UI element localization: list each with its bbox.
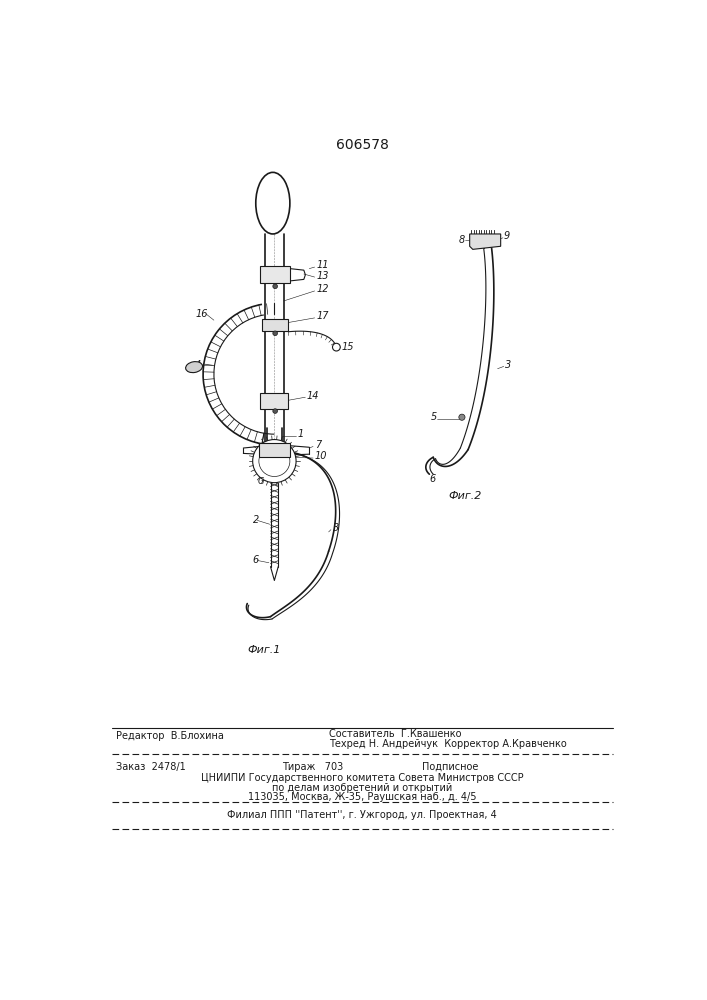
Text: 4: 4 bbox=[195, 360, 201, 370]
Text: G: G bbox=[257, 477, 264, 486]
Bar bbox=[259, 443, 290, 457]
Text: 14: 14 bbox=[307, 391, 320, 401]
Text: 1: 1 bbox=[298, 429, 304, 439]
Text: Фиг.1: Фиг.1 bbox=[247, 645, 281, 655]
Circle shape bbox=[259, 446, 290, 477]
Text: 16: 16 bbox=[195, 309, 208, 319]
Text: 2: 2 bbox=[252, 515, 259, 525]
Text: 13: 13 bbox=[317, 271, 329, 281]
Circle shape bbox=[273, 409, 277, 413]
Text: 3: 3 bbox=[506, 360, 512, 370]
Circle shape bbox=[332, 343, 340, 351]
Ellipse shape bbox=[186, 362, 202, 373]
Bar bbox=[262, 319, 288, 331]
Text: 7: 7 bbox=[315, 440, 321, 450]
Text: 15: 15 bbox=[341, 342, 354, 352]
Circle shape bbox=[252, 440, 296, 483]
Text: Редактор  В.Блохина: Редактор В.Блохина bbox=[115, 731, 223, 741]
Text: ЦНИИПИ Государственного комитета Совета Министров СССР: ЦНИИПИ Государственного комитета Совета … bbox=[201, 773, 523, 783]
Text: Заказ  2478/1: Заказ 2478/1 bbox=[115, 762, 185, 772]
Text: Составитель  Г.Квашенко: Составитель Г.Квашенко bbox=[329, 729, 461, 739]
Text: 9: 9 bbox=[504, 231, 510, 241]
Text: 8: 8 bbox=[459, 235, 465, 245]
Text: 606578: 606578 bbox=[336, 138, 388, 152]
Text: 3: 3 bbox=[332, 523, 339, 533]
Text: Техред Н. Андрейчук  Корректор А.Кравченко: Техред Н. Андрейчук Корректор А.Кравченк… bbox=[329, 739, 566, 749]
Polygon shape bbox=[469, 234, 501, 249]
Text: 5: 5 bbox=[431, 412, 437, 422]
Text: Филиал ППП ''Патент'', г. Ужгород, ул. Проектная, 4: Филиал ППП ''Патент'', г. Ужгород, ул. П… bbox=[227, 810, 497, 820]
Text: Фиг.2: Фиг.2 bbox=[449, 491, 482, 501]
Circle shape bbox=[273, 331, 277, 336]
Text: Тираж   703: Тираж 703 bbox=[282, 762, 344, 772]
Circle shape bbox=[459, 414, 465, 420]
Ellipse shape bbox=[256, 172, 290, 234]
Text: Подписное: Подписное bbox=[421, 762, 478, 772]
Text: 113035, Москва, Ж-35, Раушская наб., д. 4/5: 113035, Москва, Ж-35, Раушская наб., д. … bbox=[247, 792, 477, 802]
Bar bbox=[260, 266, 290, 283]
Text: 17: 17 bbox=[317, 311, 329, 321]
Text: 6: 6 bbox=[429, 474, 436, 484]
Text: 6: 6 bbox=[252, 555, 259, 565]
Text: 12: 12 bbox=[317, 284, 329, 294]
Circle shape bbox=[273, 284, 277, 289]
Text: 10: 10 bbox=[315, 451, 327, 461]
Bar bbox=[260, 393, 288, 409]
Text: по делам изобретений и открытий: по делам изобретений и открытий bbox=[271, 783, 452, 793]
Text: 11: 11 bbox=[317, 260, 329, 270]
